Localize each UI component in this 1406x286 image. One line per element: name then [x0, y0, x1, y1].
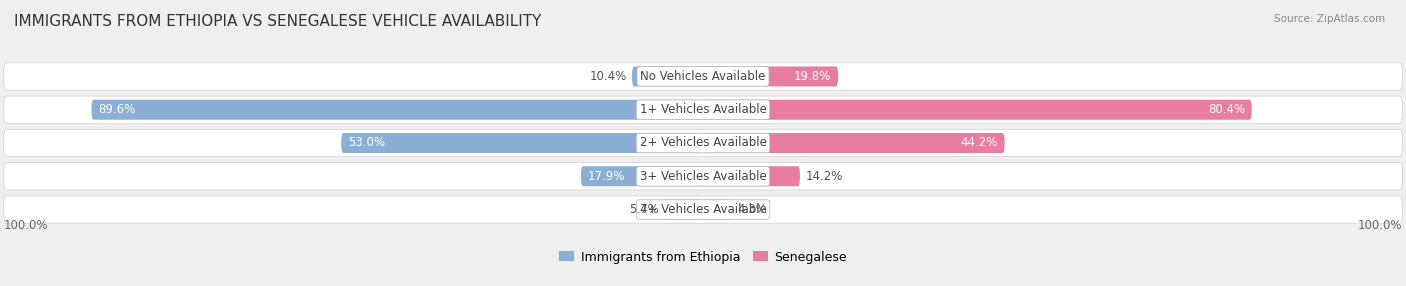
Text: 14.2%: 14.2%: [806, 170, 842, 183]
Text: 80.4%: 80.4%: [1208, 103, 1244, 116]
Text: No Vehicles Available: No Vehicles Available: [640, 70, 766, 83]
FancyBboxPatch shape: [664, 200, 703, 220]
Text: 19.8%: 19.8%: [794, 70, 831, 83]
Text: 44.2%: 44.2%: [960, 136, 998, 150]
Text: 17.9%: 17.9%: [588, 170, 626, 183]
Text: 4+ Vehicles Available: 4+ Vehicles Available: [640, 203, 766, 216]
Text: 100.0%: 100.0%: [3, 219, 48, 232]
FancyBboxPatch shape: [703, 166, 800, 186]
FancyBboxPatch shape: [3, 163, 1403, 190]
FancyBboxPatch shape: [581, 166, 703, 186]
FancyBboxPatch shape: [342, 133, 703, 153]
Text: 100.0%: 100.0%: [1358, 219, 1403, 232]
FancyBboxPatch shape: [3, 96, 1403, 123]
Text: 4.3%: 4.3%: [738, 203, 768, 216]
Text: 1+ Vehicles Available: 1+ Vehicles Available: [640, 103, 766, 116]
FancyBboxPatch shape: [3, 63, 1403, 90]
FancyBboxPatch shape: [703, 133, 1005, 153]
Text: 89.6%: 89.6%: [98, 103, 135, 116]
FancyBboxPatch shape: [633, 66, 703, 86]
Text: IMMIGRANTS FROM ETHIOPIA VS SENEGALESE VEHICLE AVAILABILITY: IMMIGRANTS FROM ETHIOPIA VS SENEGALESE V…: [14, 14, 541, 29]
FancyBboxPatch shape: [703, 200, 733, 220]
FancyBboxPatch shape: [703, 100, 1251, 120]
Text: 53.0%: 53.0%: [349, 136, 385, 150]
Text: 2+ Vehicles Available: 2+ Vehicles Available: [640, 136, 766, 150]
Legend: Immigrants from Ethiopia, Senegalese: Immigrants from Ethiopia, Senegalese: [554, 246, 852, 269]
FancyBboxPatch shape: [3, 196, 1403, 223]
Text: 5.7%: 5.7%: [628, 203, 658, 216]
FancyBboxPatch shape: [3, 129, 1403, 157]
Text: 10.4%: 10.4%: [589, 70, 627, 83]
Text: 3+ Vehicles Available: 3+ Vehicles Available: [640, 170, 766, 183]
Text: Source: ZipAtlas.com: Source: ZipAtlas.com: [1274, 14, 1385, 24]
FancyBboxPatch shape: [91, 100, 703, 120]
FancyBboxPatch shape: [703, 66, 838, 86]
